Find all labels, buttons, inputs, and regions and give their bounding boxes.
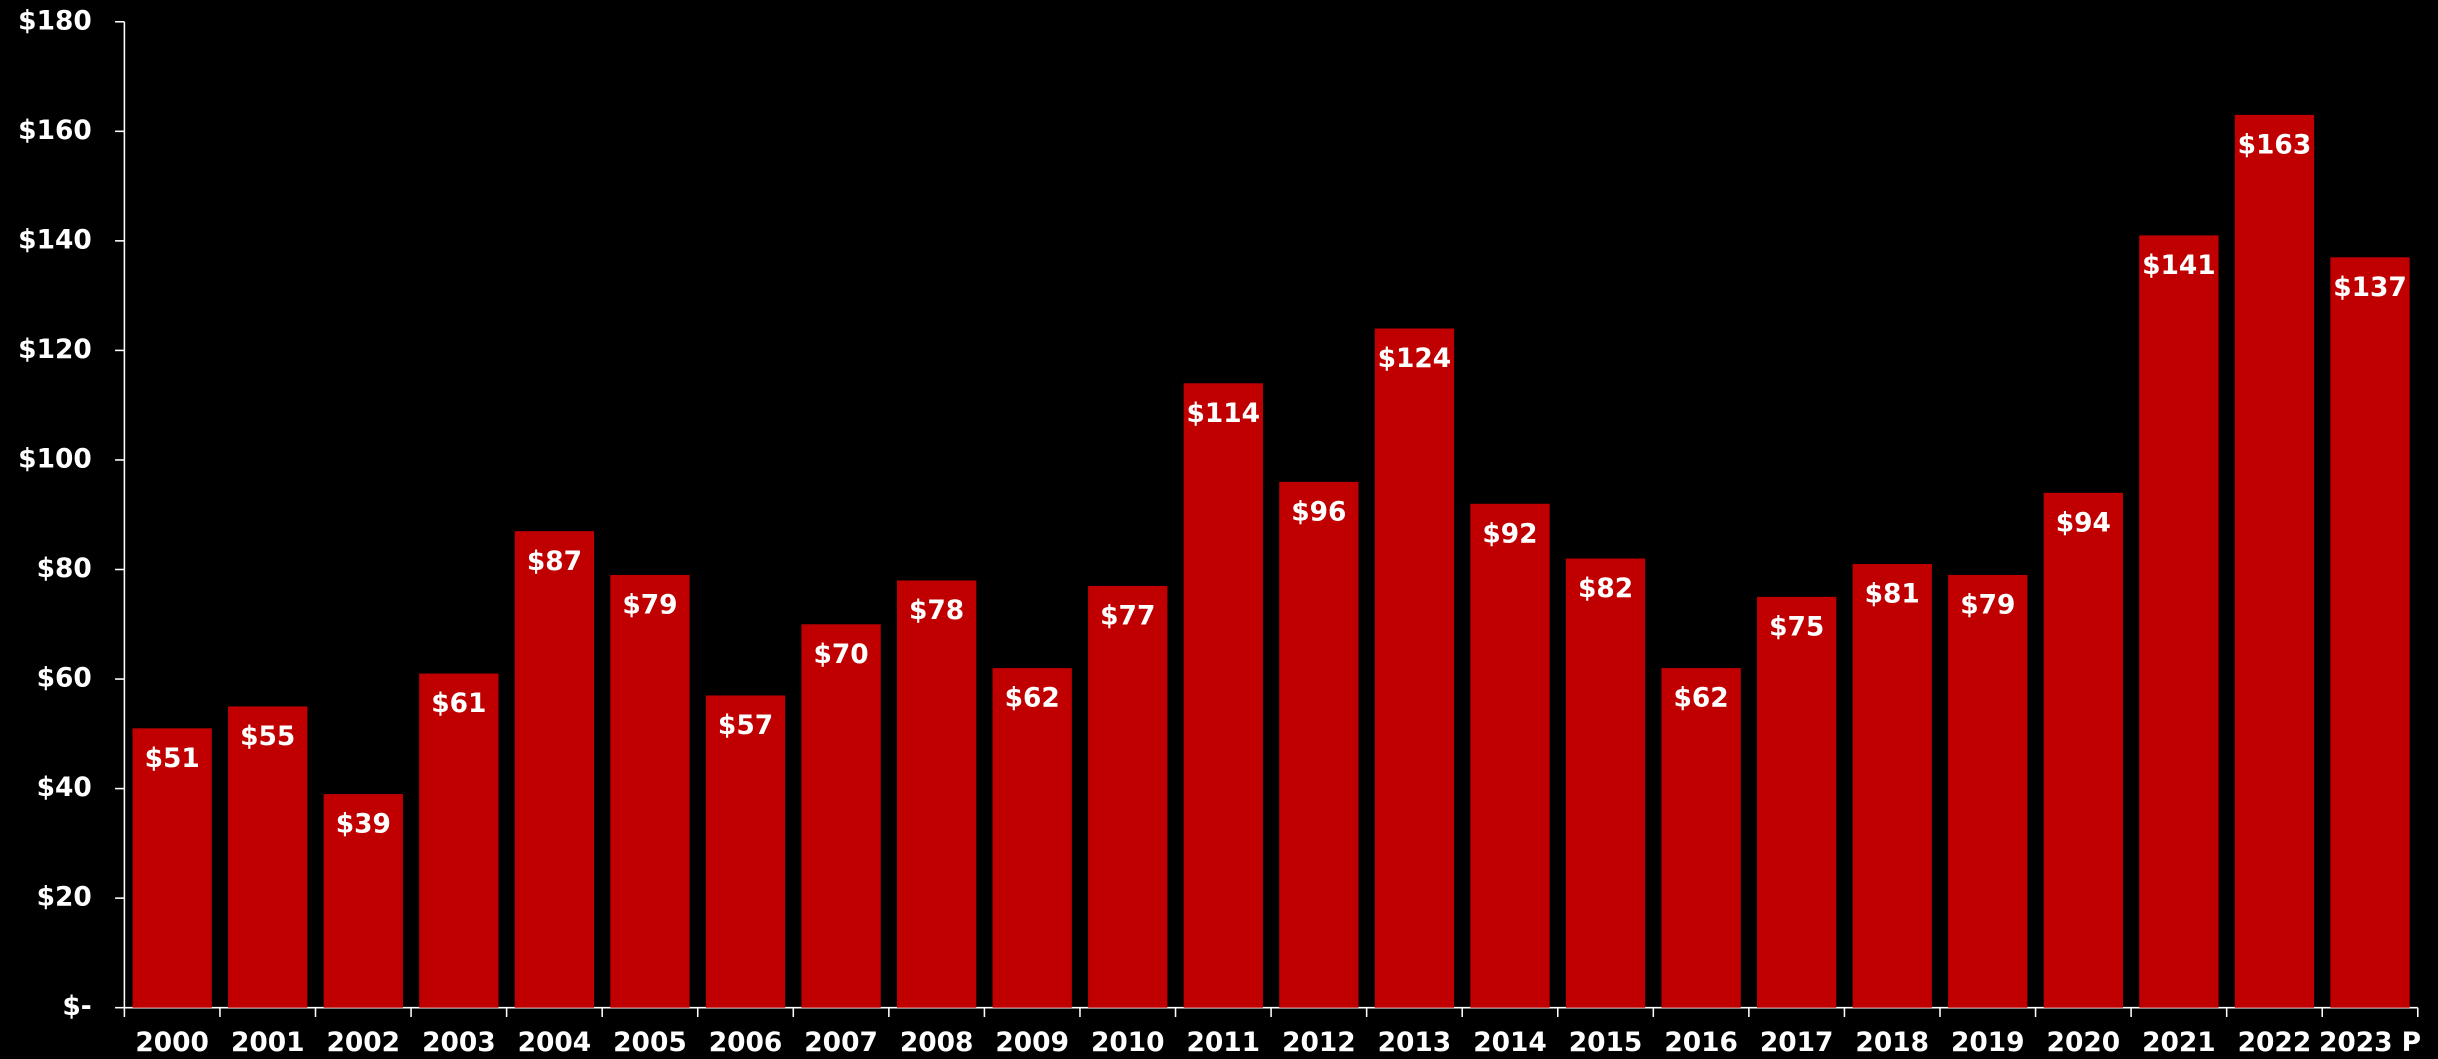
x-tick-label: 2014: [1473, 1027, 1547, 1058]
y-tick-label: $-: [62, 991, 91, 1022]
value-label: $77: [1100, 601, 1155, 632]
y-tick-label: $180: [18, 5, 92, 36]
bar: [1565, 558, 1646, 1008]
value-label: $163: [2238, 129, 2312, 160]
bar: [323, 794, 403, 1008]
bar: [1852, 564, 1932, 1008]
x-tick-label: 2023 P: [2319, 1027, 2421, 1058]
x-tick-label: 2019: [1951, 1027, 2025, 1058]
value-label: $39: [336, 809, 391, 840]
bar: [1279, 481, 1359, 1008]
y-tick-label: $20: [37, 882, 92, 913]
x-tick-label: 2016: [1664, 1027, 1738, 1058]
value-label: $62: [1005, 683, 1060, 714]
value-label: $81: [1865, 579, 1920, 610]
x-tick-label: 2022: [2238, 1027, 2312, 1058]
x-tick-label: 2015: [1569, 1027, 1643, 1058]
value-label: $51: [145, 743, 200, 774]
y-tick-label: $120: [18, 334, 92, 365]
x-tick-label: 2000: [135, 1027, 209, 1058]
x-tick-label: 2018: [1855, 1027, 1929, 1058]
y-tick-label: $100: [18, 443, 92, 474]
value-label: $78: [909, 595, 964, 626]
x-tick-label: 2009: [995, 1027, 1069, 1058]
y-tick-label: $60: [37, 663, 92, 694]
bar: [1470, 503, 1550, 1008]
x-tick-label: 2011: [1187, 1027, 1261, 1058]
bar: [132, 728, 212, 1008]
bar: [2043, 492, 2123, 1008]
x-tick-label: 2013: [1378, 1027, 1452, 1058]
bar: [1374, 328, 1455, 1008]
x-tick-label: 2007: [804, 1027, 878, 1058]
x-tick-label: 2008: [900, 1027, 974, 1058]
value-label: $94: [2056, 507, 2111, 538]
value-label: $75: [1769, 611, 1824, 642]
x-tick-label: 2021: [2142, 1027, 2216, 1058]
bar: [992, 668, 1072, 1008]
bar: [1088, 585, 1168, 1008]
value-label: $96: [1291, 496, 1346, 527]
x-tick-label: 2006: [709, 1027, 783, 1058]
x-tick-label: 2010: [1091, 1027, 1165, 1058]
bar: [896, 580, 977, 1008]
bar: [1757, 596, 1837, 1008]
value-label: $92: [1482, 518, 1537, 549]
x-tick-label: 2002: [327, 1027, 401, 1058]
bar: [514, 531, 595, 1008]
x-tick-label: 2012: [1282, 1027, 1356, 1058]
value-label: $79: [1960, 590, 2015, 621]
bar: [2330, 257, 2410, 1008]
value-label: $79: [622, 590, 677, 621]
bar: [1948, 574, 2028, 1008]
x-tick-label: 2004: [518, 1027, 592, 1058]
bar: [1661, 668, 1741, 1008]
x-tick-label: 2003: [422, 1027, 496, 1058]
y-tick-label: $160: [18, 115, 92, 146]
value-label: $82: [1578, 573, 1633, 604]
value-label: $70: [813, 639, 868, 670]
bar: [228, 706, 308, 1008]
value-label: $114: [1187, 398, 1261, 429]
value-label: $61: [431, 688, 486, 719]
bar: [1183, 383, 1263, 1008]
value-label: $62: [1674, 683, 1729, 714]
x-tick-label: 2020: [2047, 1027, 2121, 1058]
x-tick-label: 2005: [613, 1027, 687, 1058]
bar: [419, 673, 499, 1008]
y-tick-label: $40: [37, 772, 92, 803]
value-label: $137: [2333, 272, 2407, 303]
value-label: $141: [2142, 250, 2216, 281]
value-label: $57: [718, 710, 773, 741]
value-label: $87: [527, 546, 582, 577]
x-tick-label: 2017: [1760, 1027, 1834, 1058]
value-label: $124: [1378, 343, 1452, 374]
y-tick-label: $140: [18, 224, 92, 255]
bar: [2234, 114, 2315, 1008]
y-tick-label: $80: [37, 553, 92, 584]
bar: [610, 574, 690, 1008]
bar: [705, 695, 786, 1008]
bar: [2139, 235, 2219, 1008]
value-label: $55: [240, 721, 295, 752]
x-tick-label: 2001: [231, 1027, 305, 1058]
bar: [801, 624, 881, 1008]
